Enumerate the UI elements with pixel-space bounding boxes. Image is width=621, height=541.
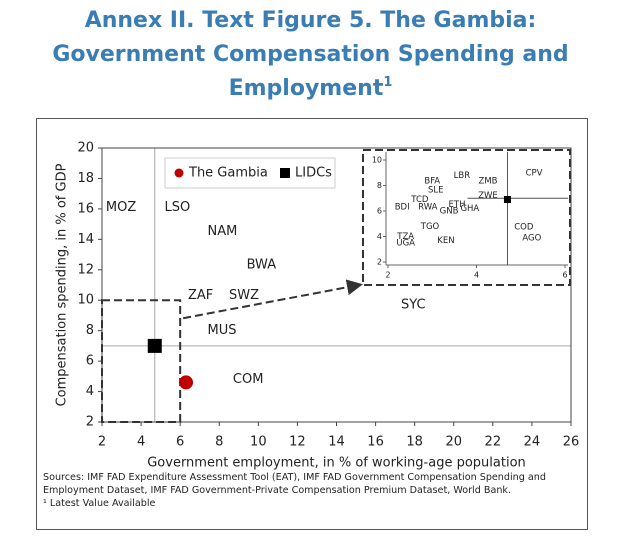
y-tick-label: 16 (77, 201, 94, 216)
title: Annex II. Text Figure 5. The Gambia: Gov… (0, 4, 621, 106)
inset-x-tick-label: 2 (385, 271, 390, 280)
inset-y-tick-label: 8 (377, 181, 382, 190)
sources: Sources: IMF FAD Expenditure Assessment … (43, 472, 546, 496)
country-label: SWZ (229, 288, 259, 303)
country-label: NAM (208, 224, 238, 239)
inset-country-label: UGA (396, 238, 415, 248)
inset-country-label: TCD (410, 195, 429, 205)
x-tick-label: 6 (176, 435, 184, 450)
inset-country-label: GHA (460, 204, 479, 214)
title-line: Employment1 (0, 72, 621, 106)
inset-country-label: ZMB (479, 177, 498, 187)
y-axis-label: Compensation spending, in % of GDP (55, 163, 70, 406)
x-tick-label: 10 (250, 435, 267, 450)
legend-marker (280, 168, 290, 178)
title-text: Employment (228, 76, 384, 101)
y-tick-label: 8 (86, 323, 94, 338)
inset-country-label: GNB (440, 207, 459, 217)
y-tick-label: 4 (86, 384, 94, 399)
inset-country-label: TGO (420, 222, 440, 232)
inset-country-label: RWA (418, 203, 438, 213)
inset-y-tick-label: 2 (377, 258, 382, 267)
zoom-box (101, 299, 182, 424)
y-tick-label: 6 (86, 354, 94, 369)
title-line: Government Compensation Spending and (52, 42, 569, 67)
inset-y-tick-label: 4 (377, 232, 382, 241)
x-tick-label: 24 (524, 435, 541, 450)
x-tick-label: 26 (563, 435, 580, 450)
inset-country-label: AGO (522, 233, 541, 243)
x-tick-label: 18 (406, 435, 423, 450)
inset-x-tick-label: 6 (562, 271, 567, 280)
country-label: COM (233, 372, 264, 387)
legend-label: LIDCs (295, 166, 332, 181)
country-label: MUS (208, 323, 237, 338)
inset-y-tick-label: 6 (377, 207, 382, 216)
y-tick-label: 20 (77, 141, 94, 156)
x-tick-label: 14 (328, 435, 345, 450)
country-label: ZAF (188, 288, 213, 303)
inset-y-tick-label: 10 (372, 156, 382, 165)
inset-country-label: KEN (437, 236, 454, 246)
x-tick-label: 20 (445, 435, 462, 450)
x-axis-label: Government employment, in % of working-a… (147, 456, 526, 471)
inset-country-label: TZA (396, 232, 414, 242)
inset-country-label: ETH (449, 200, 466, 210)
country-label: MOZ (106, 200, 136, 215)
x-tick-label: 2 (98, 435, 106, 450)
notes: Sources: IMF FAD Expenditure Assessment … (43, 471, 588, 510)
y-tick-label: 2 (86, 415, 94, 430)
marker (147, 338, 162, 353)
chart-frame (36, 118, 588, 530)
inset-country-label: CPV (526, 168, 543, 178)
zoom-arrow (182, 279, 363, 320)
country-label: BWA (247, 258, 277, 273)
inset-country-label: BFA (424, 177, 440, 187)
country-label: SYC (401, 297, 426, 312)
y-tick-label: 14 (77, 232, 94, 247)
inset-country-label: ZWE (478, 191, 498, 201)
title-sup: 1 (383, 75, 393, 90)
y-tick-label: 18 (77, 171, 94, 186)
legend-marker (174, 168, 184, 178)
x-tick-label: 12 (289, 435, 306, 450)
inset-marker (503, 196, 511, 204)
title-line: Annex II. Text Figure 5. The Gambia: (84, 8, 537, 33)
x-tick-label: 8 (215, 435, 223, 450)
x-tick-label: 16 (367, 435, 384, 450)
inset-box (362, 149, 571, 286)
inset-x-tick-label: 4 (474, 271, 479, 280)
inset-country-label: BDI (395, 203, 410, 213)
x-tick-label: 22 (485, 435, 502, 450)
legend-label: The Gambia (188, 166, 268, 181)
legend-box (164, 157, 336, 189)
inset-country-label: COD (514, 222, 534, 232)
inset-country-label: LBR (454, 171, 471, 181)
country-label: LSO (165, 200, 191, 215)
inset-country-label: SLE (428, 185, 444, 195)
x-tick-label: 4 (137, 435, 145, 450)
marker (179, 375, 194, 390)
y-tick-label: 10 (77, 293, 94, 308)
y-tick-label: 12 (77, 262, 94, 277)
footnote: ¹ Latest Value Available (43, 498, 156, 509)
